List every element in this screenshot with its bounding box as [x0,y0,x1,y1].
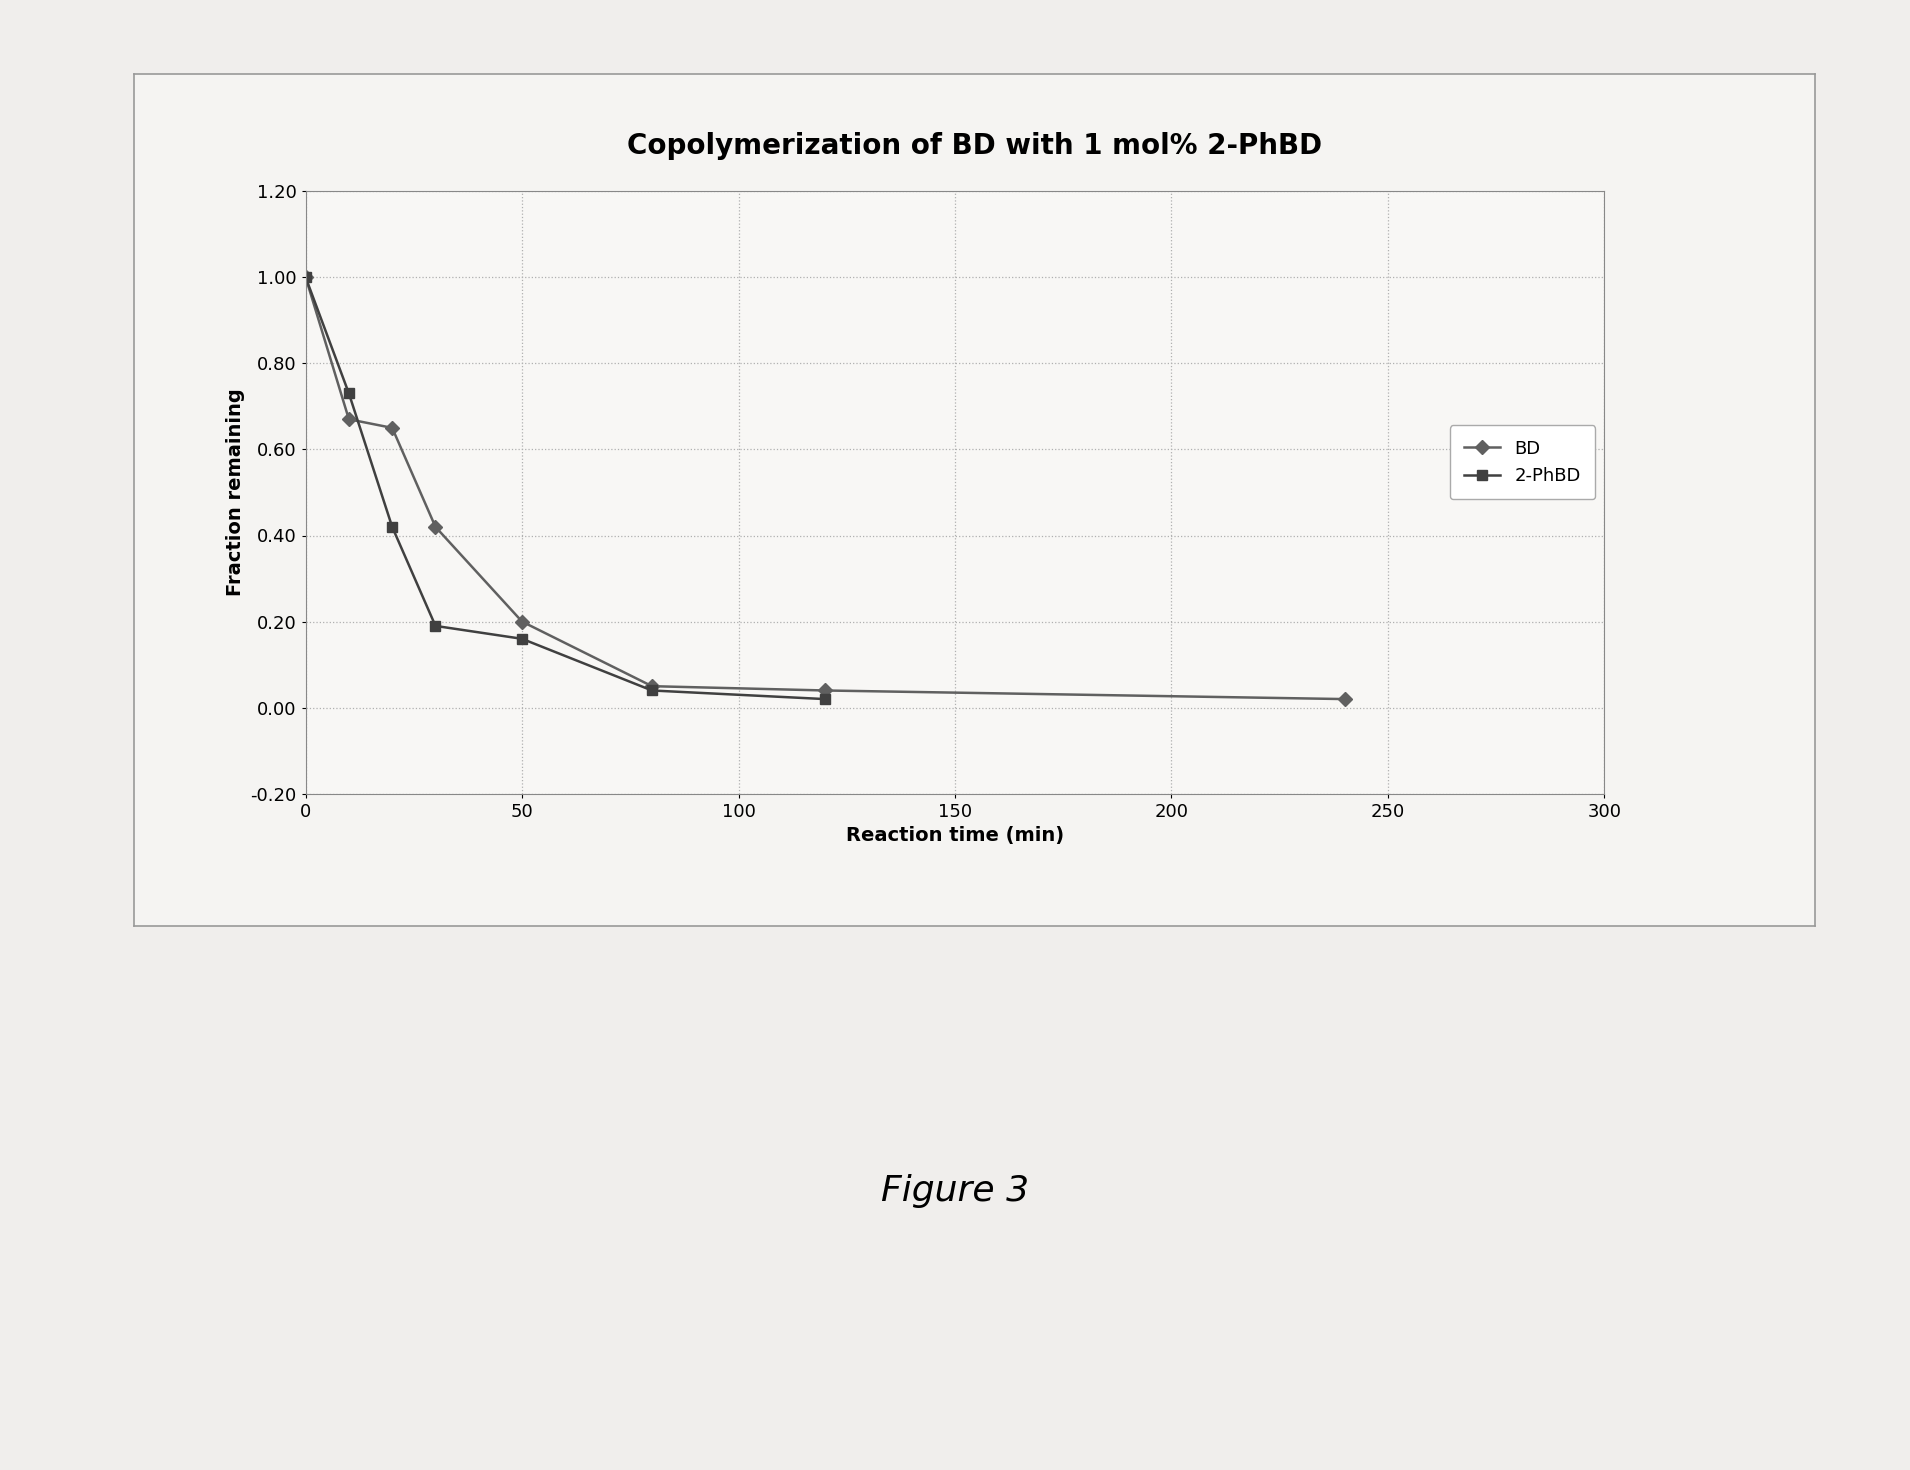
BD [814,682,837,700]
BD [294,269,317,287]
2-PhBD [814,691,837,709]
BD [380,419,403,437]
Text: Figure 3: Figure 3 [881,1173,1029,1208]
X-axis label: Reaction time (min): Reaction time (min) [846,826,1064,845]
Line: BD: BD [300,272,1350,704]
BD [510,613,533,631]
2-PhBD [294,269,317,287]
2-PhBD [640,682,663,700]
BD [1333,691,1356,709]
Y-axis label: Fraction remaining: Fraction remaining [225,388,244,597]
Text: Copolymerization of BD with 1 mol% 2-PhBD: Copolymerization of BD with 1 mol% 2-PhB… [626,132,1322,160]
2-PhBD [510,631,533,648]
BD [424,517,447,535]
2-PhBD [380,517,403,535]
BD [338,410,361,428]
2-PhBD [424,617,447,635]
Line: 2-PhBD: 2-PhBD [300,272,831,704]
Legend: BD, 2-PhBD: BD, 2-PhBD [1450,425,1595,500]
BD [640,678,663,695]
2-PhBD [338,385,361,403]
